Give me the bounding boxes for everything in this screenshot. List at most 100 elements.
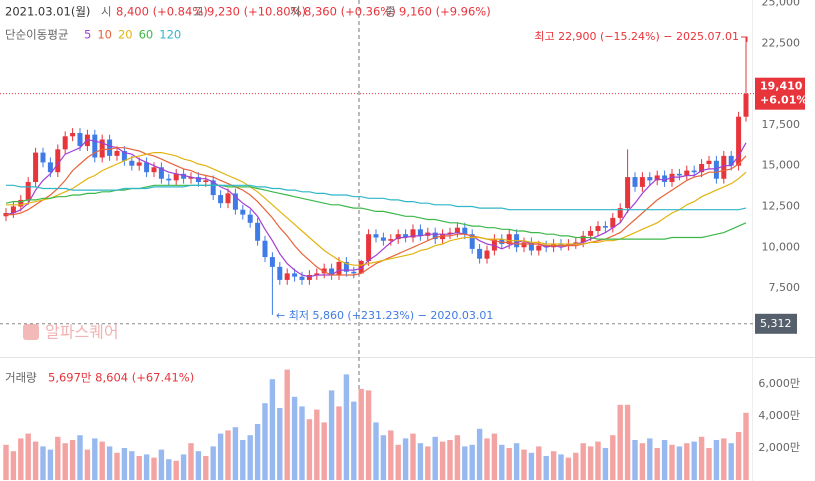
- header-label: 시: [101, 5, 112, 19]
- volume-bar: [188, 443, 194, 480]
- volume-bar: [284, 369, 290, 480]
- volume-bar: [743, 412, 749, 480]
- candle-body: [173, 173, 179, 181]
- candle-body: [55, 149, 61, 173]
- volume-bar: [410, 433, 416, 480]
- candle-body: [33, 152, 39, 182]
- candle-body: [669, 173, 675, 182]
- volume-bar: [506, 448, 512, 480]
- volume-bar: [25, 433, 31, 480]
- candle-body: [499, 239, 505, 245]
- marks: [3, 36, 749, 480]
- candle-body: [70, 133, 76, 137]
- candle-body: [284, 273, 290, 280]
- volume-bar: [18, 438, 24, 480]
- candle-body: [62, 136, 68, 150]
- candle-body: [25, 181, 31, 200]
- candle-body: [269, 257, 275, 267]
- candle-body: [181, 173, 187, 179]
- volume-bar: [306, 419, 313, 480]
- candle-body: [477, 248, 483, 259]
- volume-bar: [647, 438, 653, 480]
- watermark-logo: [23, 324, 39, 340]
- volume-bar: [69, 440, 76, 480]
- candle-body: [262, 240, 268, 258]
- volume-bar: [735, 432, 742, 480]
- y-tick-label: 15,000: [762, 159, 801, 172]
- candle-body: [662, 175, 668, 182]
- volume-bar: [365, 390, 372, 480]
- volume-bar: [565, 457, 572, 480]
- candle-body: [743, 93, 749, 117]
- candle-body: [232, 193, 238, 210]
- candle-body: [373, 234, 379, 238]
- header-label: 저: [290, 5, 301, 19]
- volume-bar: [728, 443, 734, 480]
- candle-body: [292, 273, 298, 277]
- volume-bar: [558, 454, 564, 480]
- volume-bar: [469, 444, 475, 480]
- y2-tick-label: 4,000만: [758, 409, 800, 422]
- moving-average: [6, 152, 747, 266]
- candle-body: [225, 193, 231, 204]
- volume-bar: [691, 441, 697, 480]
- volume-bar: [476, 428, 483, 480]
- volume-bar: [232, 427, 239, 480]
- volume-bar: [210, 446, 216, 480]
- candle-body: [195, 177, 201, 182]
- y-tick-label: 10,000: [762, 240, 801, 253]
- y-tick-label: 12,500: [762, 199, 801, 212]
- volume-bar: [595, 441, 601, 480]
- volume-bar: [417, 443, 424, 480]
- header-label: 종: [385, 5, 396, 19]
- candle-body: [47, 162, 53, 173]
- volume-bar: [484, 438, 490, 480]
- candle-body: [314, 273, 320, 276]
- candle-body: [565, 244, 571, 246]
- candle-body: [580, 235, 586, 243]
- header-value: 9,160 (+9.96%): [399, 5, 491, 19]
- candle-body: [536, 245, 542, 251]
- candle-body: [351, 271, 357, 274]
- volume-bar: [721, 438, 727, 480]
- low-annotation: ← 최저 5,860 (+231.23%) − 2020.03.01: [276, 309, 493, 322]
- candle-body: [728, 155, 734, 166]
- candle-body: [218, 195, 224, 204]
- volume-bar: [151, 457, 157, 480]
- volume-bar: [454, 435, 461, 480]
- volume-bar: [203, 456, 209, 480]
- volume-bar: [669, 444, 675, 480]
- candle-body: [639, 177, 645, 187]
- candle-body: [395, 234, 401, 240]
- candle-body: [573, 242, 579, 245]
- volume-bar: [661, 440, 668, 480]
- volume-bar: [336, 406, 342, 480]
- candle-body: [462, 227, 468, 235]
- candle-body: [358, 260, 364, 274]
- candle-body: [447, 232, 453, 235]
- volume-bar: [158, 449, 165, 480]
- volume-bar: [380, 435, 387, 480]
- candle-body: [336, 261, 342, 276]
- volume-bar: [328, 390, 335, 480]
- candle-body: [203, 180, 209, 182]
- header-value: 9,230 (+10.80%): [207, 5, 306, 19]
- volume-bar: [106, 446, 113, 480]
- candle-body: [625, 177, 631, 209]
- volume-bar: [32, 441, 39, 480]
- volume-bar: [99, 441, 105, 480]
- volume-bar: [528, 452, 535, 480]
- candle-body: [684, 170, 690, 176]
- candle-body: [240, 209, 246, 215]
- volume-bar: [10, 451, 17, 480]
- candle-body: [92, 134, 98, 158]
- candle-body: [366, 234, 372, 261]
- volume-bar: [173, 460, 179, 480]
- volume-bar: [543, 456, 549, 480]
- volume-bar: [262, 403, 268, 480]
- volume-bar: [47, 449, 54, 480]
- candle-body: [469, 234, 475, 249]
- volume-bar: [55, 436, 61, 480]
- volume-bar: [166, 459, 172, 480]
